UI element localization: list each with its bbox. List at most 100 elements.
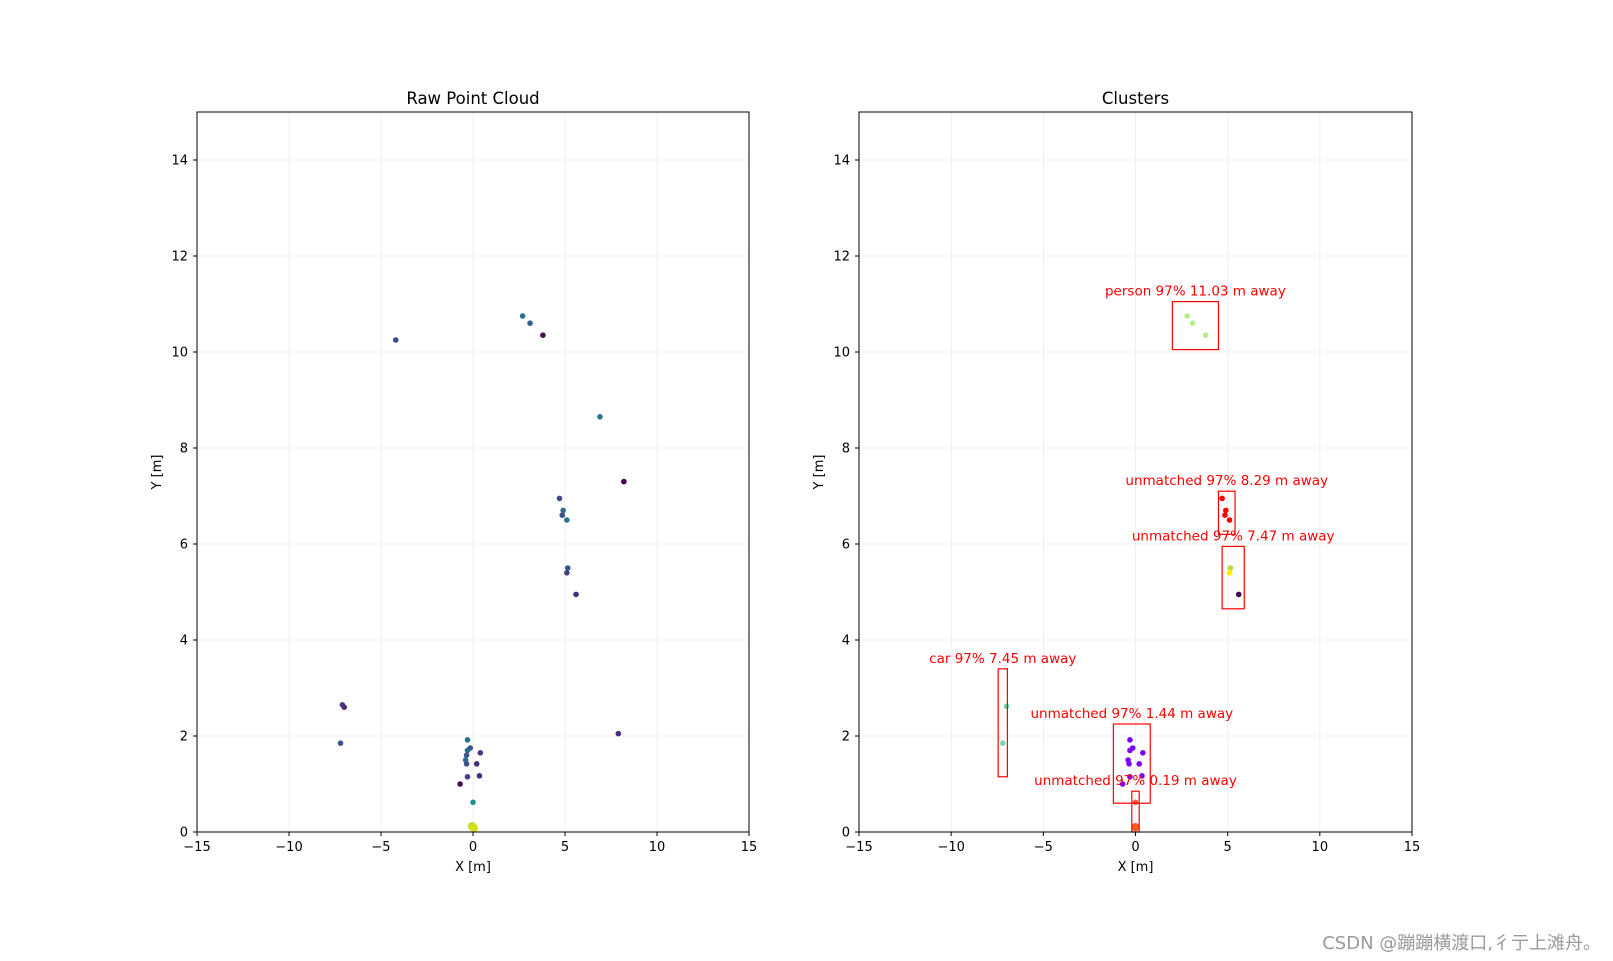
data-point	[1184, 313, 1190, 319]
data-point	[1226, 517, 1233, 523]
chart-panel-1: −15 −10 −5 0 5 10 15 0 2 4 6 8 10 12 14 Raw Point Cloud…	[150, 89, 757, 875]
data-point	[540, 332, 546, 339]
data-point	[463, 752, 470, 758]
cluster-label: unmatched 97% 8.29 m away	[1125, 473, 1328, 489]
x-tick-label: 15	[741, 840, 758, 855]
plot-frame	[196, 111, 750, 833]
x-axis-label: X [m]	[455, 860, 491, 875]
x-tick-label: 10	[1312, 840, 1329, 855]
data-point	[615, 730, 622, 737]
y-tick-label: 4	[842, 634, 850, 649]
x-tick-label: 15	[1404, 840, 1421, 855]
data-point	[573, 591, 579, 598]
y-tick-label: 14	[171, 154, 188, 169]
data-point	[477, 750, 484, 756]
y-tick-label: 4	[180, 634, 188, 649]
data-point	[519, 313, 526, 319]
y-axis-label: Y [m]	[812, 455, 827, 491]
data-point	[470, 799, 476, 806]
y-tick-label: 8	[842, 442, 850, 457]
data-point	[464, 747, 471, 754]
y-tick-label: 12	[171, 250, 188, 265]
cluster-box	[1217, 490, 1236, 536]
chart-panel-2: −15 −10 −5 0 5 10 15 0 2 4 6 8 10 12 14 person 97% 11.0…	[812, 89, 1420, 875]
y-tick-label: 6	[180, 538, 188, 553]
data-point	[564, 570, 570, 576]
x-tick-label: −5	[1034, 840, 1053, 855]
data-point	[1219, 495, 1225, 502]
data-point	[464, 774, 471, 780]
x-tick-label: 10	[649, 840, 666, 855]
cluster-box	[997, 668, 1008, 778]
x-tick-label: −15	[183, 840, 210, 855]
watermark-text: CSDN @蹦蹦横渡口,彳亍上滩舟。	[1322, 933, 1601, 954]
data-point	[1127, 747, 1133, 754]
data-point	[1132, 799, 1139, 806]
x-tick-label: 0	[469, 840, 477, 855]
y-tick-label: 0	[180, 826, 188, 841]
x-tick-label: 0	[1131, 840, 1139, 855]
data-point	[1226, 570, 1233, 576]
data-point	[1127, 774, 1133, 780]
x-axis-label: X [m]	[1118, 860, 1154, 875]
data-point	[1189, 320, 1196, 327]
data-point	[1227, 565, 1234, 571]
y-tick-label: 2	[180, 730, 188, 745]
x-tick-label: 5	[561, 840, 569, 855]
cluster-label: car 97% 7.45 m away	[929, 651, 1076, 667]
x-tick-label: 5	[1224, 840, 1232, 855]
y-tick-label: 8	[180, 442, 188, 457]
data-point	[559, 512, 566, 518]
data-point	[1003, 703, 1010, 710]
data-point	[1127, 737, 1133, 743]
y-tick-label: 0	[842, 826, 850, 841]
data-point	[527, 320, 533, 327]
data-point	[464, 737, 471, 743]
y-tick-label: 10	[833, 346, 850, 361]
cluster-label: unmatched 97% 7.47 m away	[1132, 528, 1335, 544]
chart-title: Clusters	[1102, 89, 1169, 108]
x-tick-label: −10	[275, 840, 302, 855]
cluster-label: unmatched 97% 0.19 m away	[1034, 773, 1237, 789]
data-point	[564, 565, 571, 571]
plot-frame	[858, 111, 1413, 833]
data-point	[1235, 591, 1242, 598]
y-tick-label: 12	[833, 250, 850, 265]
cluster-label: unmatched 97% 1.44 m away	[1030, 706, 1233, 722]
cluster-box	[1171, 301, 1220, 351]
y-axis-label: Y [m]	[150, 455, 165, 491]
data-point	[337, 740, 344, 746]
y-tick-label: 14	[833, 154, 850, 169]
data-point	[1136, 761, 1142, 767]
x-tick-label: −15	[845, 840, 872, 855]
data-point	[457, 781, 463, 787]
chart-title: Raw Point Cloud	[406, 89, 539, 108]
data-point	[392, 337, 399, 343]
data-point	[1140, 750, 1146, 756]
x-tick-label: −5	[371, 840, 390, 855]
y-tick-label: 6	[842, 538, 850, 553]
data-point	[1223, 507, 1229, 514]
data-point	[1222, 512, 1228, 518]
data-point	[463, 761, 470, 767]
data-point	[1119, 781, 1126, 787]
data-point	[560, 507, 566, 514]
y-tick-label: 10	[171, 346, 188, 361]
data-point	[1131, 823, 1140, 832]
data-point	[1139, 773, 1145, 779]
data-point	[1126, 761, 1132, 767]
data-point	[341, 704, 348, 710]
data-point	[469, 823, 479, 833]
data-point	[473, 761, 480, 767]
cluster-label: person 97% 11.03 m away	[1105, 284, 1286, 300]
data-point	[1202, 332, 1209, 339]
data-point	[999, 740, 1006, 746]
cluster-box	[1221, 545, 1245, 610]
data-point	[556, 495, 563, 502]
data-point	[597, 414, 603, 420]
data-point	[564, 517, 570, 523]
data-point	[476, 773, 483, 779]
data-point	[621, 478, 627, 485]
x-tick-label: −10	[937, 840, 964, 855]
